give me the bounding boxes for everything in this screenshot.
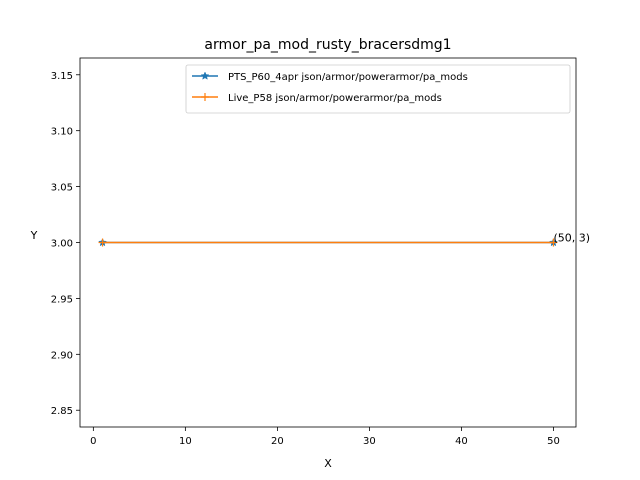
x-tick-label: 50: [547, 436, 560, 447]
legend-box: [185, 64, 571, 114]
series-2-point: [549, 238, 558, 247]
axes-frame: [79, 57, 577, 428]
y-tick-label: 3.15: [51, 71, 73, 82]
y-tick-label: 2.85: [51, 406, 73, 417]
y-tick-label: 3.05: [51, 183, 73, 194]
y-tick-label: 3.10: [51, 127, 73, 138]
point-annotation: (50, 3): [553, 232, 590, 245]
legend-marker-2: [201, 93, 209, 101]
y-tick-label: 3.00: [51, 239, 73, 250]
y-axis-title: Y: [30, 229, 38, 242]
legend-label-1: PTS_P60_4apr json/armor/powerarmor/pa_mo…: [228, 72, 468, 83]
plot-layer: 0 10 20 30 40 50 2.85 2.90 2.95 3.00 3.05 3.10 3.15 (…: [51, 57, 590, 447]
legend: PTS_P60_4apr json/armor/powerarmor/pa_mo…: [185, 64, 571, 114]
y-tick-label: 2.90: [51, 350, 73, 361]
x-tick-label: 0: [90, 436, 96, 447]
series-2-point: [98, 238, 107, 247]
x-tick-label: 20: [271, 436, 284, 447]
x-tick-label: 10: [179, 436, 192, 447]
y-tick-label: 2.95: [51, 294, 73, 305]
x-axis-title: X: [324, 457, 332, 470]
x-tick-label: 40: [455, 436, 468, 447]
legend-label-2: Live_P58 json/armor/powerarmor/pa_mods: [228, 93, 442, 104]
legend-marker-1: [200, 71, 210, 80]
x-tick-label: 30: [363, 436, 376, 447]
chart-title: armor_pa_mod_rusty_bracersdmg1: [204, 37, 451, 53]
